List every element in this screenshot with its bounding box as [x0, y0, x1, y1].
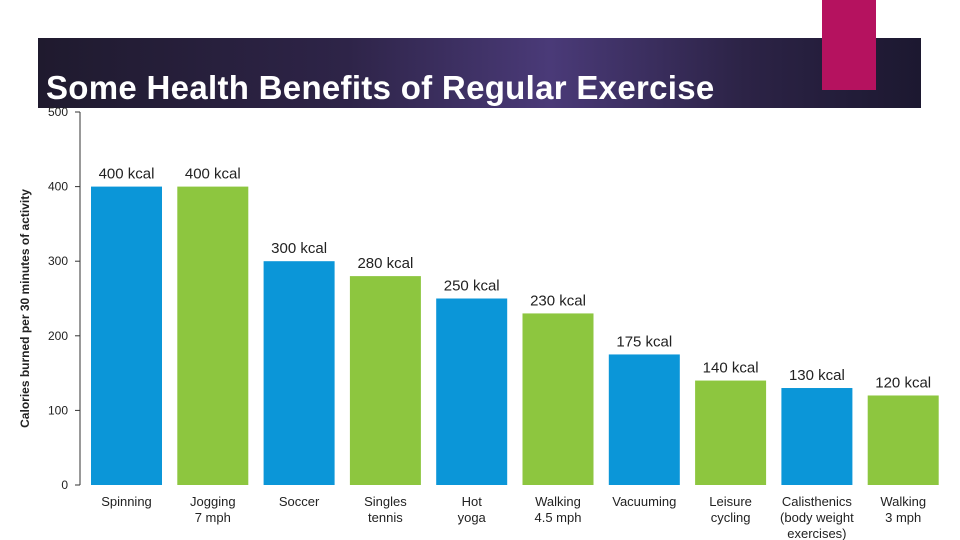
y-tick-label: 200: [48, 329, 68, 343]
category-label: Calisthenics: [782, 494, 853, 509]
bar: [522, 313, 594, 485]
category-label: Jogging: [190, 494, 236, 509]
bar-value-label: 120 kcal: [875, 374, 931, 391]
y-tick-label: 500: [48, 105, 68, 119]
bar-value-label: 300 kcal: [271, 240, 327, 257]
bar: [177, 186, 249, 485]
category-label: (body weight: [780, 510, 854, 525]
category-label: 3 mph: [885, 510, 921, 525]
category-label: Hot: [462, 494, 483, 509]
slide-title: Some Health Benefits of Regular Exercise: [46, 69, 715, 106]
category-label: yoga: [458, 510, 487, 525]
y-tick-label: 400: [48, 180, 68, 194]
bar-value-label: 140 kcal: [703, 360, 759, 377]
bar-value-label: 175 kcal: [616, 333, 672, 350]
bar: [436, 298, 508, 485]
y-tick-label: 300: [48, 254, 68, 268]
category-label: tennis: [368, 510, 403, 525]
accent-bar: [822, 0, 876, 90]
bar: [867, 395, 939, 485]
bar: [91, 186, 162, 485]
category-label: 4.5 mph: [535, 510, 582, 525]
category-label: Walking: [535, 494, 581, 509]
category-label: Leisure: [709, 494, 752, 509]
category-label: cycling: [711, 510, 751, 525]
bar: [781, 388, 853, 485]
category-label: Spinning: [101, 494, 152, 509]
chart-axes: 0 100 200 300 400 500 Calories burned per 30 m…: [18, 105, 81, 492]
y-tick-label: 0: [61, 478, 68, 492]
bar: [263, 261, 335, 485]
bar-value-label: 130 kcal: [789, 367, 845, 384]
category-label: Soccer: [279, 494, 320, 509]
bar-value-label: 400 kcal: [185, 166, 241, 183]
category-label: 7 mph: [195, 510, 231, 525]
y-axis-label: Calories burned per 30 minutes of activi…: [18, 189, 32, 428]
category-label: Singles: [364, 494, 407, 509]
bar-value-label: 230 kcal: [530, 292, 586, 309]
bar-value-label: 250 kcal: [444, 278, 500, 295]
category-label: Vacuuming: [612, 494, 676, 509]
category-label: exercises): [787, 526, 846, 540]
bar-value-label: 400 kcal: [99, 166, 155, 183]
bar: [349, 276, 421, 485]
category-label: Walking: [880, 494, 926, 509]
chart-value-labels: 400 kcal 400 kcal 300 kcal 280 kcal 250 kcal…: [99, 166, 932, 392]
bar: [608, 354, 680, 485]
y-tick-label: 100: [48, 403, 68, 417]
title-banner: [38, 38, 921, 108]
chart-bars: [91, 186, 939, 485]
bar-value-label: 280 kcal: [357, 255, 413, 272]
bar: [695, 380, 767, 485]
